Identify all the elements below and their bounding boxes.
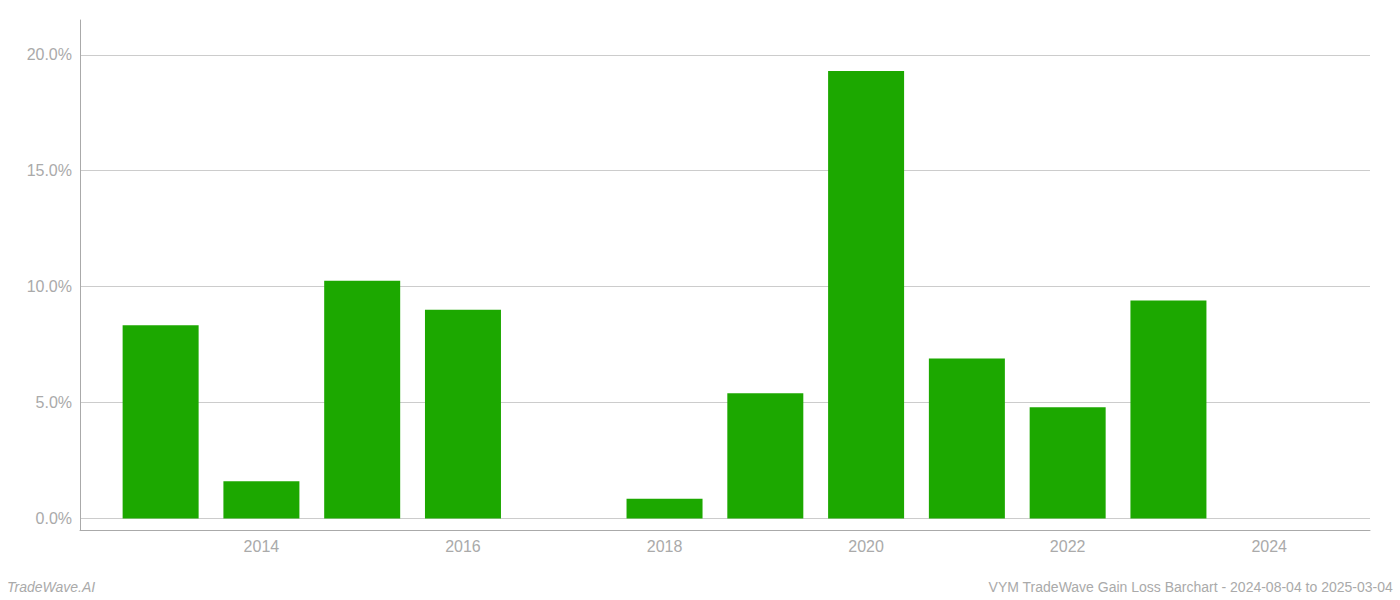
svg-text:2024: 2024 — [1251, 538, 1287, 555]
svg-text:VYM TradeWave Gain Loss Barcha: VYM TradeWave Gain Loss Barchart - 2024-… — [989, 579, 1393, 595]
svg-text:0.0%: 0.0% — [36, 510, 72, 527]
svg-text:10.0%: 10.0% — [27, 278, 72, 295]
svg-text:2022: 2022 — [1050, 538, 1086, 555]
svg-text:5.0%: 5.0% — [36, 394, 72, 411]
svg-text:15.0%: 15.0% — [27, 162, 72, 179]
svg-text:TradeWave.AI: TradeWave.AI — [7, 579, 95, 595]
svg-text:2014: 2014 — [244, 538, 280, 555]
svg-text:2020: 2020 — [848, 538, 884, 555]
svg-text:2016: 2016 — [445, 538, 481, 555]
svg-text:20.0%: 20.0% — [27, 46, 72, 63]
svg-text:2018: 2018 — [647, 538, 683, 555]
